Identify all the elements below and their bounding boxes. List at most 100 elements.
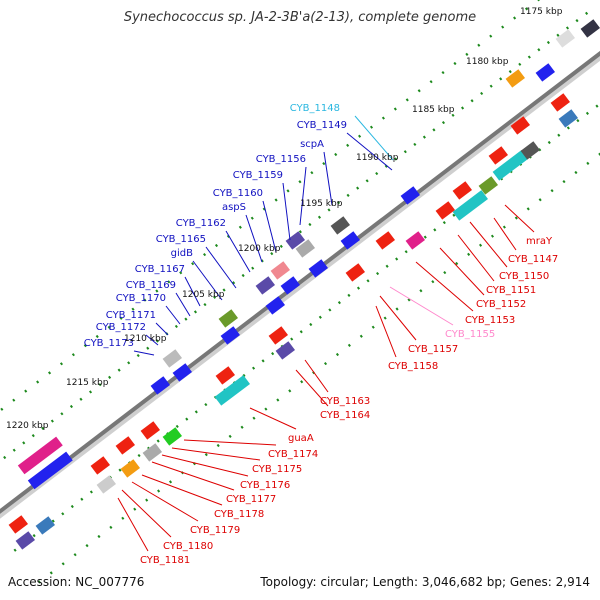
gene-feature-32 [172,363,192,382]
gene-label-cyb-1174[interactable]: CYB_1174 [268,449,318,460]
kbp-marker-5: 1200 kbp [238,244,281,254]
leader-reverse-6 [389,286,454,326]
gene-label-cyb-1165[interactable]: CYB_1165 [156,234,206,245]
gene-feature-12 [452,190,488,221]
kbp-marker-9: 1220 kbp [6,421,49,431]
gene-label-mray[interactable]: mraY [526,236,553,247]
gene-feature-4 [550,93,570,112]
gene-label-cyb-1178[interactable]: CYB_1178 [214,509,264,520]
gene-feature-37 [140,421,160,440]
gene-feature-21 [285,231,305,250]
gene-label-cyb-1159[interactable]: CYB_1159 [233,170,283,181]
gene-label-cyb-1177[interactable]: CYB_1177 [226,494,276,505]
gene-feature-46 [35,516,55,535]
gene-feature-13 [435,201,455,220]
genome-backbone [0,50,600,514]
gene-label-cyb-1156[interactable]: CYB_1156 [256,154,306,165]
gene-label-asps[interactable]: aspS [222,202,246,213]
leader-forward-9 [192,260,223,301]
gene-feature-10 [478,176,498,195]
gene-feature-2 [535,63,555,82]
gene-feature-44 [27,451,73,490]
leader-reverse-13 [171,447,261,461]
leader-forward-12 [165,305,181,325]
leader-forward-1 [346,132,393,171]
leader-reverse-19 [117,497,149,552]
gene-feature-19 [340,231,360,250]
gene-label-cyb-1147[interactable]: CYB_1147 [508,254,558,265]
gene-label-cyb-1167[interactable]: CYB_1167 [135,264,185,275]
gene-label-cyb-1179[interactable]: CYB_1179 [190,525,240,536]
gene-feature-22 [270,261,290,280]
gene-feature-34 [215,366,235,385]
gene-label-cyb-1153[interactable]: CYB_1153 [465,315,515,326]
leader-reverse-5 [415,261,474,312]
gene-label-gidb[interactable]: gidB [171,248,193,259]
backbone-shadow [0,52,600,519]
gene-label-scpa[interactable]: scpA [300,139,324,150]
gene-feature-43 [17,436,63,475]
gene-feature-42 [96,475,116,494]
gene-label-cyb-1169[interactable]: CYB_1169 [126,280,176,291]
kbp-marker-1: 1180 kbp [466,57,509,67]
gene-feature-35 [214,375,250,406]
gene-feature-45 [8,515,28,534]
leader-reverse-17 [131,481,199,522]
gene-label-cyb-1181[interactable]: CYB_1181 [140,555,190,566]
gene-label-cyb-1157[interactable]: CYB_1157 [408,344,458,355]
inner-left-ticks [0,9,592,463]
gene-label-cyb-1180[interactable]: CYB_1180 [163,541,213,552]
gene-feature-40 [142,443,162,462]
gene-label-cyb-1151[interactable]: CYB_1151 [486,285,536,296]
gene-label-cyb-1148[interactable]: CYB_1148 [290,103,340,114]
gene-feature-11 [452,181,472,200]
gene-label-cyb-1173[interactable]: CYB_1173 [84,338,134,349]
gene-feature-25 [308,259,328,278]
leader-reverse-3 [457,234,495,282]
gene-feature-20 [295,239,315,258]
gene-label-cyb-1163[interactable]: CYB_1163 [320,396,370,407]
gene-label-cyb-1160[interactable]: CYB_1160 [213,188,263,199]
gene-label-cyb-1150[interactable]: CYB_1150 [499,271,549,282]
gene-feature-47 [15,531,35,550]
gene-feature-14 [400,186,420,205]
leader-reverse-16 [141,474,223,506]
gene-label-guaa[interactable]: guaA [288,433,314,444]
kbp-marker-4: 1195 kbp [300,199,343,209]
leader-reverse-2 [469,221,508,268]
gene-label-cyb-1164[interactable]: CYB_1164 [320,410,370,421]
kbp-marker-layer: 1175 kbp 1180 kbp 1185 kbp 1190 kbp 1195 kbp… [6,7,563,431]
gene-label-cyb-1158[interactable]: CYB_1158 [388,361,438,372]
leader-forward-7 [225,230,251,273]
gene-label-cyb-1176[interactable]: CYB_1176 [240,480,290,491]
leader-reverse-15 [151,461,235,491]
gene-feature-17 [345,263,365,282]
gene-label-cyb-1155[interactable]: CYB_1155 [445,329,495,340]
gene-label-cyb-1170[interactable]: CYB_1170 [116,293,166,304]
gene-feature-28 [220,326,240,345]
leader-reverse-1 [493,217,517,251]
leader-reverse-12 [183,439,277,446]
gene-label-cyb-1162[interactable]: CYB_1162 [176,218,226,229]
gene-label-cyb-1175[interactable]: CYB_1175 [252,464,302,475]
gene-feature-15 [375,231,395,250]
gene-label-cyb-1171[interactable]: CYB_1171 [106,310,156,321]
gene-feature-33 [150,376,170,395]
leader-reverse-9 [304,359,329,393]
leader-reverse-0 [504,204,535,233]
gene-label-cyb-1149[interactable]: CYB_1149 [297,120,347,131]
leader-forward-5 [262,200,277,253]
leader-forward-8 [205,246,237,289]
gene-feature-36 [162,427,182,446]
gene-label-cyb-1152[interactable]: CYB_1152 [476,299,526,310]
gene-feature-6 [510,116,530,135]
feature-layer [8,19,600,550]
leader-forward-15 [133,350,155,356]
kbp-marker-2: 1185 kbp [412,105,455,115]
gene-feature-24 [280,276,300,295]
gene-label-cyb-1172[interactable]: CYB_1172 [96,322,146,333]
leader-reverse-8 [375,305,397,358]
gene-feature-31 [162,349,182,368]
gene-feature-26 [265,296,285,315]
